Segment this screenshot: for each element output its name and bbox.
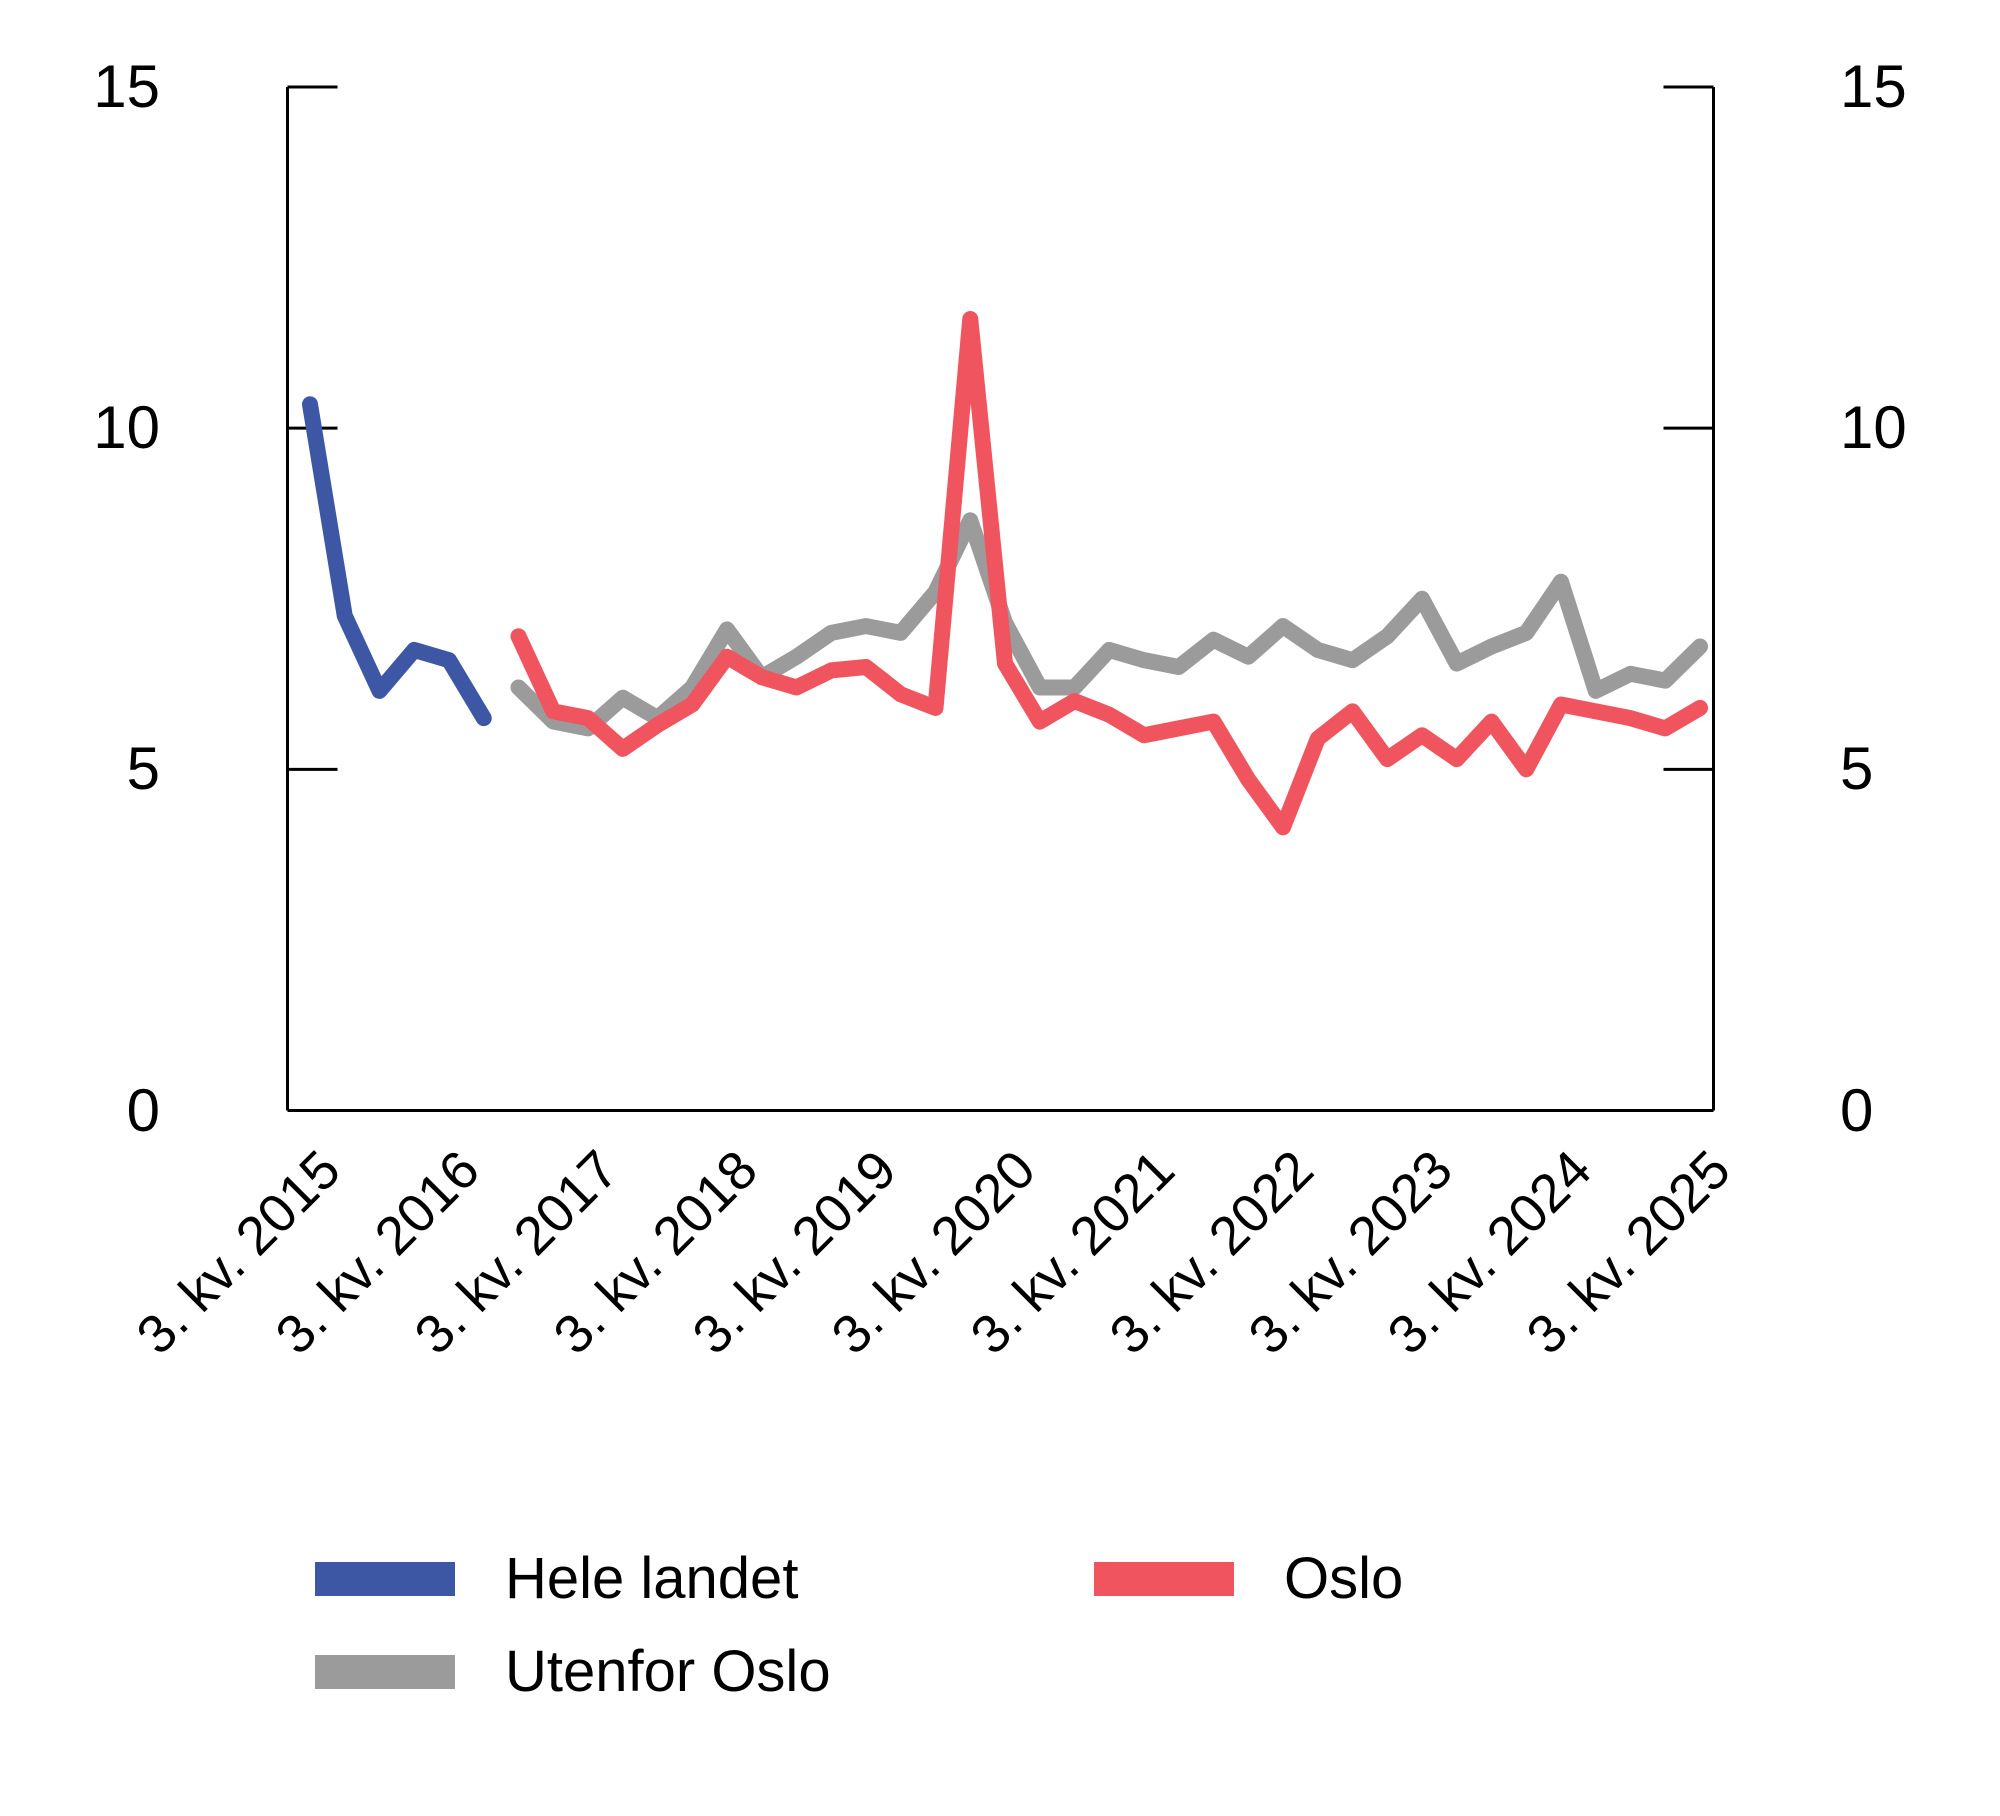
legend-swatch-hele-landet (315, 1562, 455, 1596)
legend-item-hele-landet: Hele landet (315, 1543, 798, 1615)
legend-label-hele-landet: Hele landet (505, 1546, 799, 1611)
legend-swatch-utenfor-oslo (315, 1655, 455, 1689)
y-tick-label-right-15: 15 (1840, 53, 1907, 120)
y-tick-label-right-10: 10 (1840, 394, 1907, 462)
series-line-utenfor-oslo (510, 512, 1708, 737)
legend-item-utenfor-oslo: Utenfor Oslo (315, 1636, 831, 1708)
series-line-oslo (510, 310, 1708, 836)
y-tick-label-left-15: 15 (93, 53, 160, 120)
y-tick-label-left-10: 10 (93, 394, 160, 462)
y-tick-label-right-5: 5 (1840, 735, 1874, 803)
series-line-hele-landet (302, 396, 492, 727)
legend-label-utenfor-oslo: Utenfor Oslo (505, 1639, 831, 1704)
legend-swatch-oslo (1094, 1562, 1234, 1596)
y-tick-label-left-0: 0 (126, 1076, 160, 1144)
y-tick-label-left-5: 5 (126, 735, 160, 803)
legend-item-oslo: Oslo (1094, 1543, 1403, 1615)
legend-label-oslo: Oslo (1284, 1546, 1404, 1611)
y-tick-label-right-0: 0 (1840, 1076, 1874, 1144)
